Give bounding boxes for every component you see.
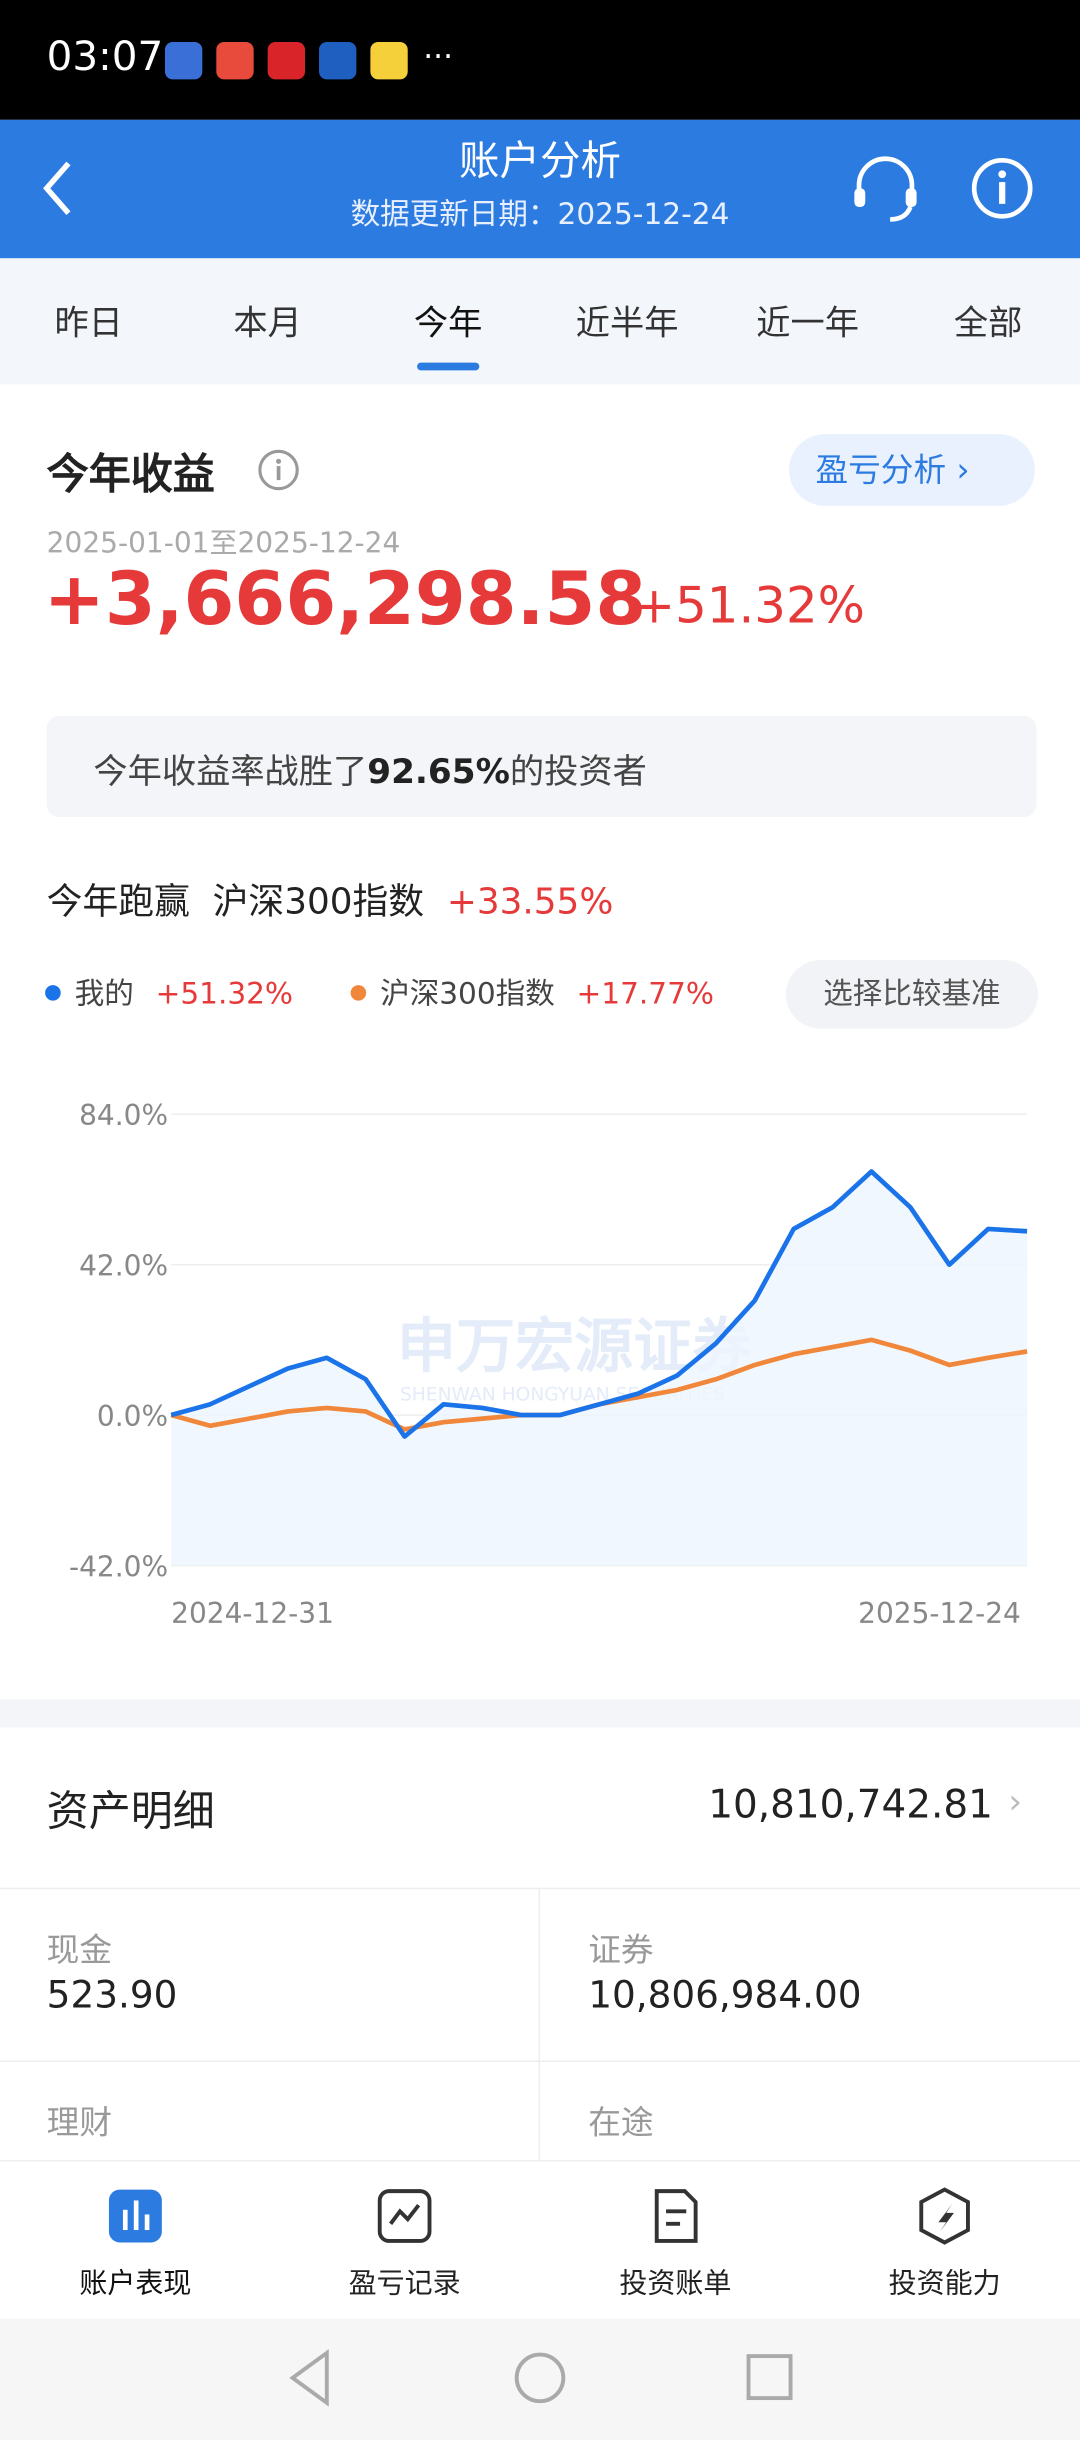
nav-label[interactable]: 投资账单 [619, 2267, 732, 2301]
chevron: › [1008, 1783, 1023, 1823]
tab[interactable]: 昨日 [54, 305, 123, 344]
outperform: 今年跑赢 沪深300指数 +33.55% [47, 871, 614, 924]
divider [538, 1887, 541, 2168]
nav-label[interactable]: 账户表现 [79, 2267, 192, 2301]
tab[interactable]: 全部 [953, 305, 1023, 344]
legend-label: 沪深300指数 [380, 977, 555, 1011]
text: 今年收益率战胜了 [93, 753, 368, 793]
asset-value: 10,806,984.00 [588, 1973, 862, 2017]
compare-button[interactable]: 选择比较基准 [785, 960, 1038, 1029]
nav-icon[interactable] [913, 2185, 975, 2247]
legend-dot [45, 985, 61, 1001]
more: ··· [423, 37, 453, 75]
app-icon [216, 42, 254, 80]
tab-bar [0, 258, 1080, 385]
line [170, 1169, 1028, 1439]
y-tick-label: -42.0% [69, 1550, 168, 1583]
tab[interactable]: 近一年 [756, 305, 860, 344]
text: 沪深300指数 [212, 882, 425, 923]
nav-icon[interactable] [373, 2185, 435, 2247]
info-icon[interactable] [257, 448, 301, 492]
legend-value: +17.77% [577, 977, 714, 1011]
date-range: 2025-01-01至2025-12-24 [46, 527, 401, 561]
text: 92.65% [367, 753, 510, 793]
y-tick-label: 42.0% [79, 1250, 168, 1283]
system-buttons [289, 2349, 793, 2407]
return: +51.32% [633, 575, 865, 635]
icon [377, 2189, 432, 2243]
profit: +3,666,298.58 [43, 557, 647, 643]
app-icon [319, 42, 357, 80]
nav-icon[interactable] [104, 2185, 166, 2247]
subtitle: 数据更新日期：2025-12-24 [350, 197, 730, 232]
status-bar: 03:07 ··· [0, 0, 1080, 120]
icon [108, 2189, 162, 2243]
button-label: 盈亏分析 [815, 451, 947, 489]
tab[interactable]: 近半年 [575, 305, 679, 344]
nav-label[interactable]: 盈亏记录 [348, 2267, 461, 2301]
assets-total[interactable]: 10,810,742.81 [708, 1781, 993, 1827]
section-title: 今年收益 [46, 451, 215, 500]
legend-dot [350, 985, 367, 1001]
analysis-button[interactable]: 盈亏分析 › [788, 434, 1035, 506]
divider [0, 1699, 1080, 1728]
icon [919, 2187, 970, 2245]
gesture-bar [0, 2318, 1080, 2440]
legend-value: +51.32% [156, 977, 293, 1011]
y-tick-label: 84.0% [79, 1099, 168, 1132]
assets-title: 资产明细 [46, 1788, 215, 1837]
info-icon[interactable] [968, 154, 1036, 222]
tab[interactable]: 今年 [413, 305, 483, 344]
asset-value: 523.90 [46, 1973, 178, 2017]
beat-box: 今年收益率战胜了92.65%的投资者 [46, 715, 1037, 818]
y-tick-label: 0.0% [97, 1400, 168, 1433]
asset-label: 理财 [46, 2103, 113, 2142]
x-tick-label: 2025-12-24 [858, 1597, 1021, 1630]
asset-label: 在途 [588, 2103, 654, 2142]
tab-indicator [417, 362, 480, 371]
nav-icon[interactable] [644, 2185, 706, 2247]
text: 今年跑赢 [46, 882, 190, 923]
asset-label: 证券 [588, 1931, 654, 1969]
bottom-nav [0, 2160, 1080, 2321]
title: 账户分析 [459, 138, 621, 186]
app-icon [164, 42, 203, 80]
x-tick-label: 2024-12-31 [171, 1597, 334, 1630]
service-icon[interactable] [850, 154, 922, 226]
header: 账户分析 数据更新日期：2025-12-24 [0, 119, 1080, 259]
text: 的投资者 [509, 753, 647, 793]
icon [654, 2189, 698, 2243]
tab[interactable]: 本月 [233, 305, 302, 344]
time: 03:07 [46, 34, 164, 81]
beat-text: 今年收益率战胜了92.65%的投资者 [93, 744, 646, 794]
legend-label: 我的 [75, 977, 134, 1011]
back-button[interactable] [34, 154, 81, 222]
nav-label[interactable]: 投资能力 [888, 2267, 1001, 2301]
app-icon [370, 42, 408, 80]
area [171, 1171, 1028, 1566]
asset-label: 现金 [46, 1931, 113, 1969]
app-icon [267, 42, 306, 80]
text: +33.55% [446, 882, 614, 923]
